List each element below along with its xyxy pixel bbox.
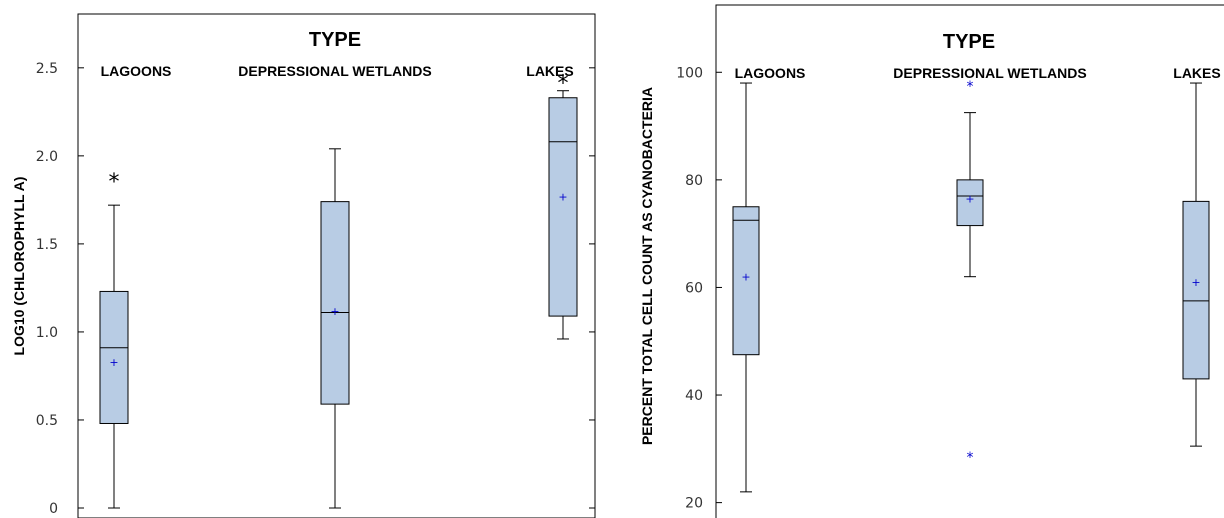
box-iqr	[99, 290, 129, 424]
box-iqr	[548, 97, 578, 317]
y-tick-label: 1.5	[36, 237, 58, 253]
category-label: LAKES	[526, 63, 573, 79]
y-tick-label: 2.5	[36, 61, 58, 77]
y-tick-label: 20	[685, 496, 703, 512]
box-iqr	[1182, 200, 1210, 380]
mean-marker: +	[741, 271, 750, 284]
y-tick-label: 2.0	[36, 149, 58, 165]
chart-title: TYPE	[943, 31, 995, 53]
y-axis-label: LOG10 (CHLOROPHYLL A)	[11, 177, 27, 356]
box-iqr	[732, 206, 760, 356]
y-tick-label: 80	[685, 173, 703, 189]
right-boxplot-panel: TYPE PERCENT TOTAL CELL COUNT AS CYANOBA…	[639, 4, 1224, 518]
category-label: DEPRESSIONAL WETLANDS	[238, 63, 431, 79]
y-tick-label: 40	[685, 388, 703, 404]
y-tick-label: 0	[49, 501, 58, 517]
chart-title: TYPE	[309, 29, 361, 51]
mean-marker: +	[109, 356, 118, 369]
category-label: LAKES	[1173, 65, 1220, 81]
y-tick-label: 60	[685, 280, 703, 296]
mean-marker: +	[1191, 276, 1200, 289]
outlier-marker: *	[558, 71, 569, 96]
plot-frame	[715, 4, 1224, 518]
y-axis-label: PERCENT TOTAL CELL COUNT AS CYANOBACTERI…	[639, 87, 655, 445]
box-iqr	[320, 201, 350, 405]
y-tick-label: 0.5	[36, 413, 58, 429]
y-tick-label: 100	[676, 65, 703, 81]
mean-marker: +	[330, 305, 339, 318]
category-label: LAGOONS	[735, 65, 806, 81]
outlier-marker: *	[109, 170, 120, 195]
left-boxplot-panel: TYPE LOG10 (CHLOROPHYLL A) LAGOONS DEPRES…	[11, 13, 596, 518]
outlier-marker: *	[967, 450, 974, 466]
category-label: LAGOONS	[101, 63, 172, 79]
box-iqr	[956, 179, 984, 227]
mean-marker: +	[965, 193, 974, 206]
category-label: DEPRESSIONAL WETLANDS	[893, 65, 1086, 81]
y-tick-label: 1.0	[36, 325, 58, 341]
plot-frame	[77, 13, 596, 518]
mean-marker: +	[558, 190, 567, 203]
outlier-marker: *	[967, 79, 974, 95]
